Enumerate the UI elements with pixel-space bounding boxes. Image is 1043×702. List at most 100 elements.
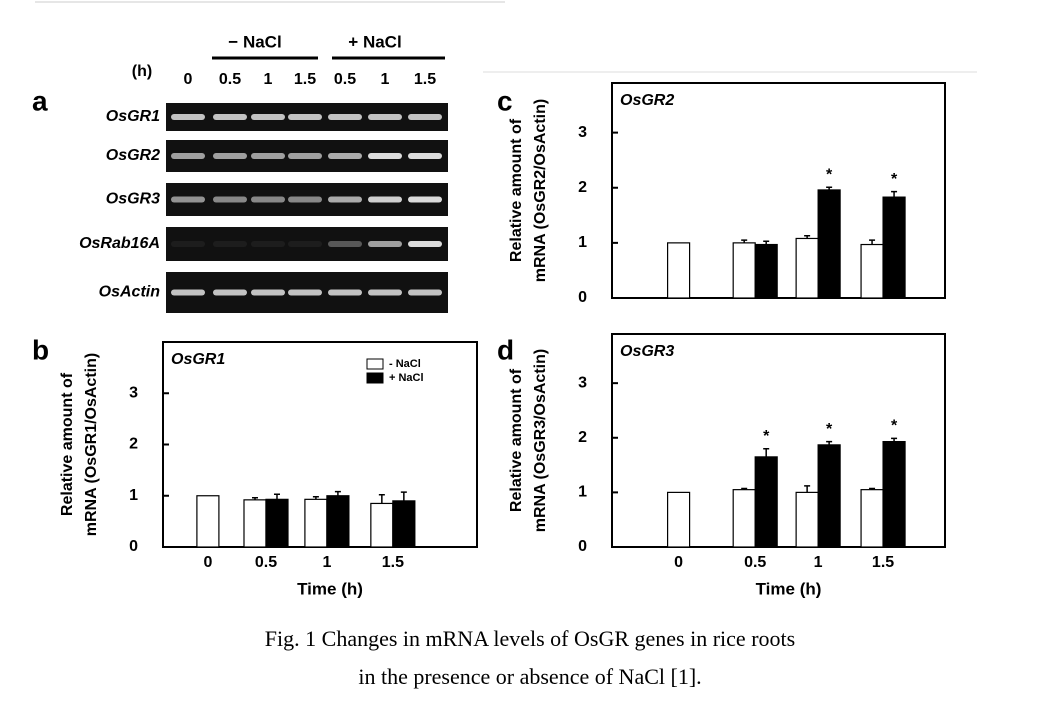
error-bar [334,490,341,496]
x-axis-label: Time (h) [756,579,822,598]
bar [795,491,819,548]
y-tick-label: 0 [578,538,587,555]
error-bar [741,487,748,490]
band [171,289,205,296]
panel-title: OsGR1 [171,351,225,368]
significance: * [826,166,833,183]
error-bar [400,491,407,501]
legend-label: - NaCl [389,358,421,370]
bar [243,499,267,548]
y-axis-label: mRNA (OsGR3/OsActin) [532,349,549,532]
y-tick-label: 3 [578,124,587,141]
lane-label: 0.5 [219,71,241,88]
error-bar [741,239,748,243]
band [213,241,247,247]
error-bar [891,437,898,442]
bar [666,491,691,548]
lane-label: 1.5 [294,71,316,88]
band [213,196,247,203]
bar [882,196,906,299]
x-tick-label: 1.5 [382,554,404,571]
y-tick-label: 1 [578,484,587,501]
legend-label: + NaCl [389,372,424,384]
bar [754,243,778,299]
bar [370,502,394,548]
band [251,114,285,120]
bar [196,495,220,548]
y-tick-label: 2 [129,436,138,453]
caption: Fig. 1 Changes in mRNA levels of OsGR ge… [265,626,795,651]
error-bar [869,487,876,490]
significance: * [826,421,833,438]
bar [304,498,328,548]
bar [392,500,416,548]
error-bar [763,447,770,457]
legend-swatch [366,358,384,370]
x-tick-label: 0.5 [255,554,277,571]
x-tick-label: 0 [674,554,683,571]
panel-letter: b [32,334,49,365]
band [288,114,322,120]
y-axis-label: Relative amount of [508,118,525,262]
y-tick-label: 1 [578,234,587,251]
bar [754,456,778,548]
panel-letter: d [497,334,514,365]
bar [817,189,841,299]
gene-label: OsGR1 [106,108,160,125]
y-tick-label: 3 [129,384,138,401]
bar [817,444,841,548]
band [288,196,322,203]
bar [732,242,756,299]
significance: * [891,418,898,435]
bar [882,440,906,548]
gene-label: OsGR3 [106,191,160,208]
plot-frame [611,333,946,548]
bar [795,237,819,299]
band [251,241,285,247]
bar [860,243,884,299]
error-bar [869,239,876,245]
band [213,289,247,296]
y-axis-label: mRNA (OsGR1/OsActin) [83,353,100,536]
group-label: − NaCl [228,32,281,51]
bar [326,495,350,548]
band [328,114,362,120]
error-bar [378,493,385,504]
band [328,153,362,159]
gene-label: OsActin [99,284,161,301]
lane-label: 1 [264,71,273,88]
band [328,196,362,203]
bar [860,489,884,548]
plot-frame [611,82,946,299]
lane-label: 0 [184,71,193,88]
y-tick-label: 3 [578,374,587,391]
band [251,196,285,203]
error-bar [826,440,833,445]
y-axis-label: Relative amount of [508,368,525,512]
bar [265,498,289,548]
y-tick-label: 0 [129,538,138,555]
band [408,196,442,203]
error-bar [804,485,811,493]
error-bar [763,240,770,245]
panel-letter: c [497,85,513,116]
band [288,289,322,296]
x-tick-label: 0 [203,554,212,571]
gene-label: OsRab16A [79,235,160,252]
band [251,153,285,159]
lane-label: 1.5 [414,71,436,88]
x-axis-label: Time (h) [297,579,363,598]
band [408,153,442,159]
error-bar [273,493,280,500]
panel-letter: a [32,85,48,116]
y-tick-label: 2 [578,429,587,446]
error-bar [891,190,898,198]
lane-label: 0.5 [334,71,356,88]
band [328,289,362,296]
band [213,114,247,120]
lane-label: 1 [381,71,390,88]
band [368,114,402,120]
x-tick-label: 1.5 [872,554,894,571]
error-bar [804,234,811,239]
error-bar [251,497,258,500]
